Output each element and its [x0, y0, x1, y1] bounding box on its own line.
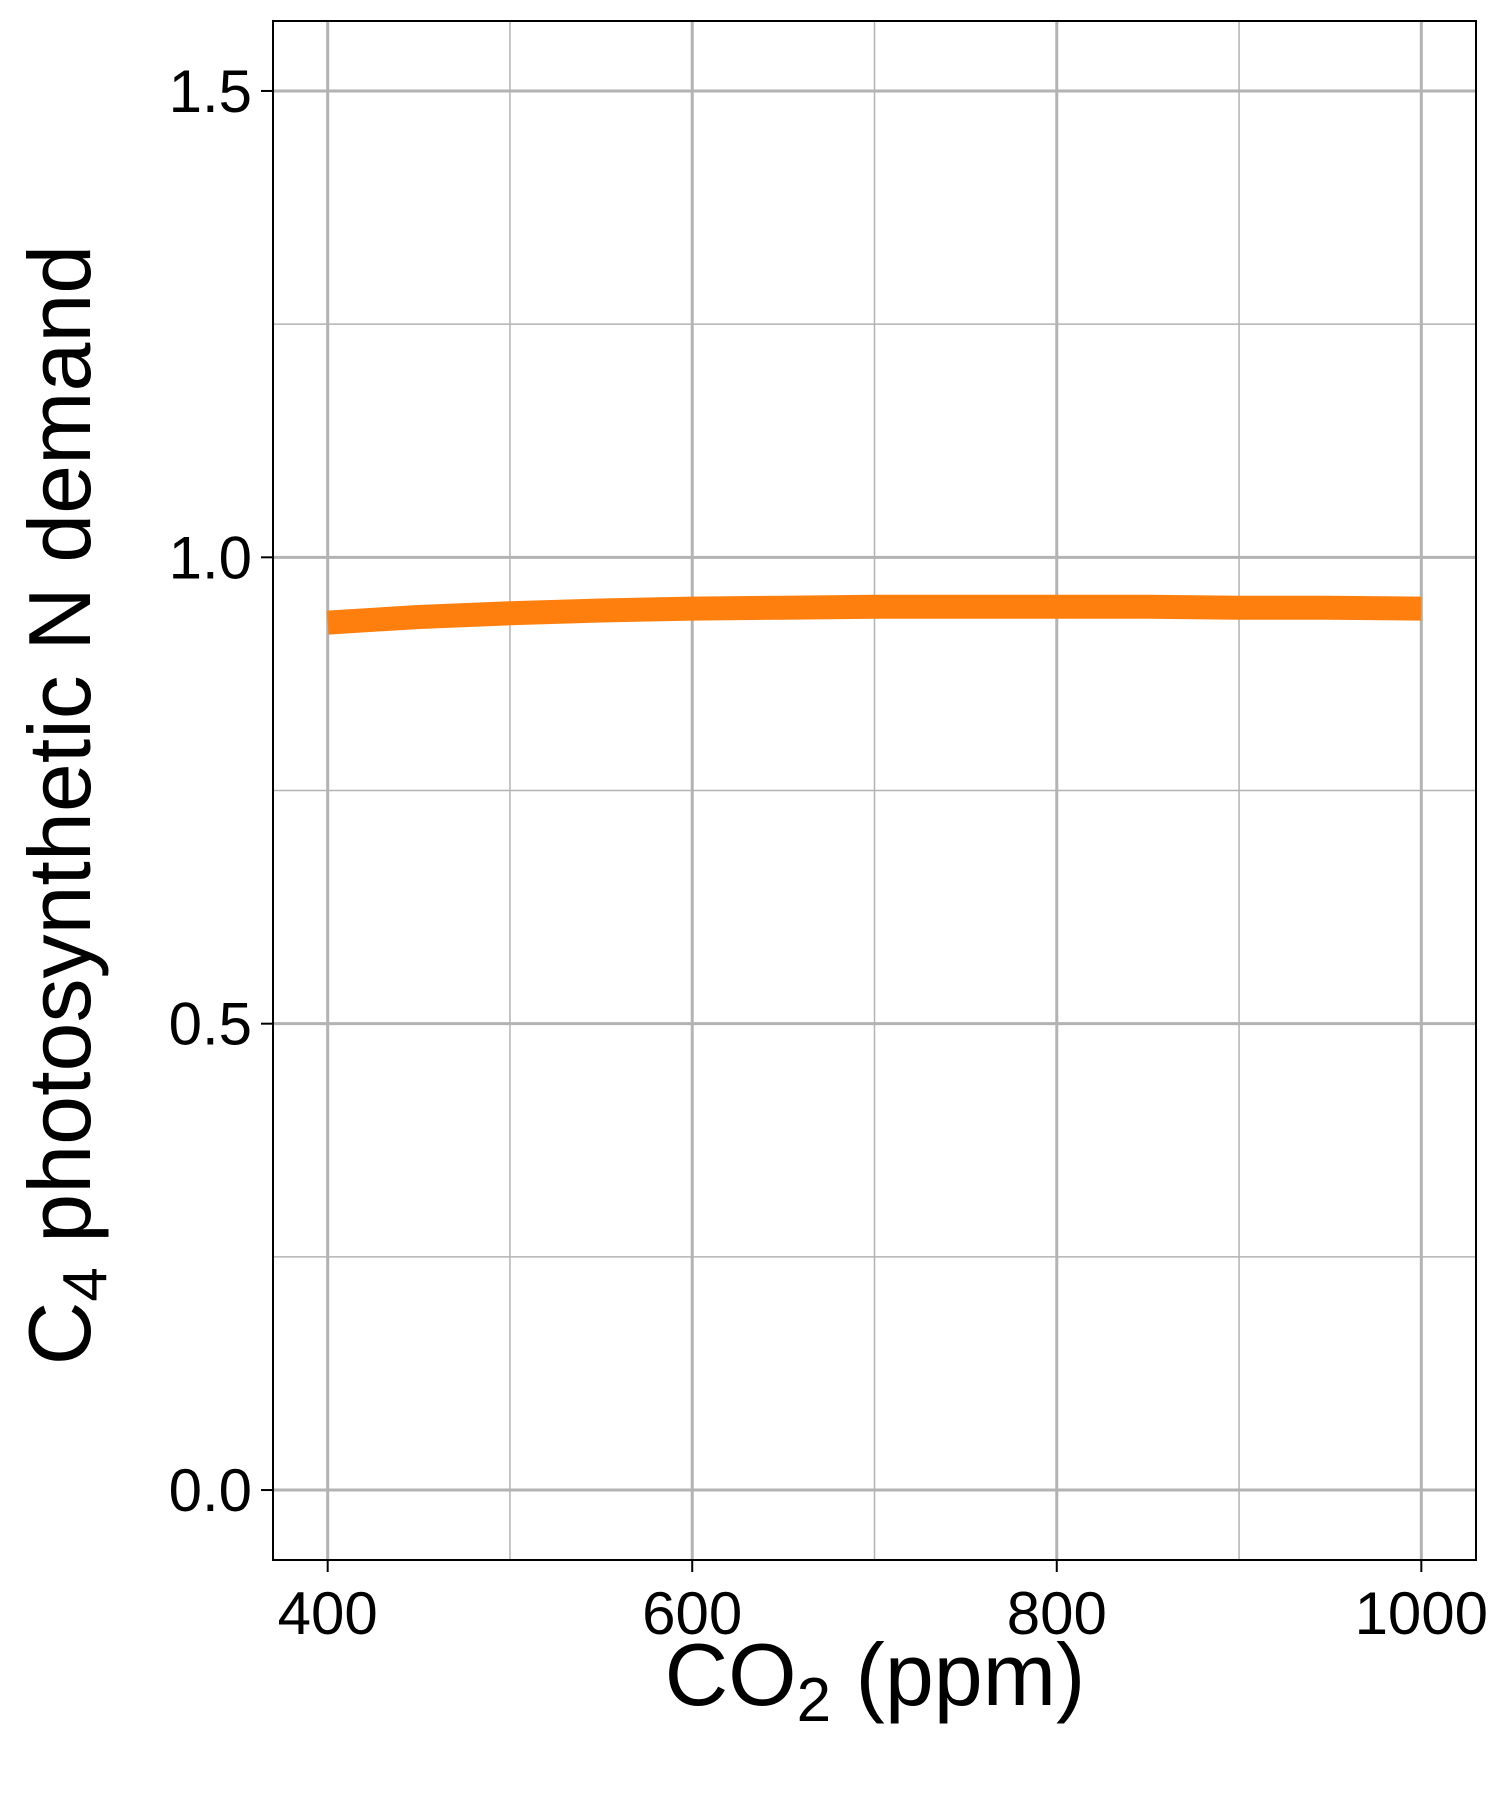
y-tick-labels: 0.0 0.5 1.0 1.5 — [169, 58, 252, 1524]
minor-gridlines — [273, 21, 1476, 1560]
y-tick-label: 1.0 — [169, 524, 252, 591]
x-tick-label: 600 — [642, 1580, 742, 1647]
major-gridlines — [273, 21, 1476, 1560]
x-tick-label: 800 — [1007, 1580, 1107, 1647]
y-axis-title: C4 photosynthetic N demand — [10, 245, 120, 1365]
y-tick-label: 1.5 — [169, 58, 252, 125]
x-tick-label: 1000 — [1355, 1580, 1488, 1647]
y-tick-label: 0.5 — [169, 991, 252, 1058]
series-line — [326, 594, 1422, 635]
x-tick-label: 400 — [278, 1580, 378, 1647]
x-tick-labels: 400 600 800 1000 — [278, 1580, 1488, 1647]
axis-ticks — [261, 89, 1423, 1572]
series-layer — [326, 594, 1422, 635]
y-tick-label: 0.0 — [169, 1457, 252, 1524]
x-axis-title: CO2 (ppm) — [665, 1625, 1086, 1735]
plot-panel-border — [272, 20, 1477, 1561]
